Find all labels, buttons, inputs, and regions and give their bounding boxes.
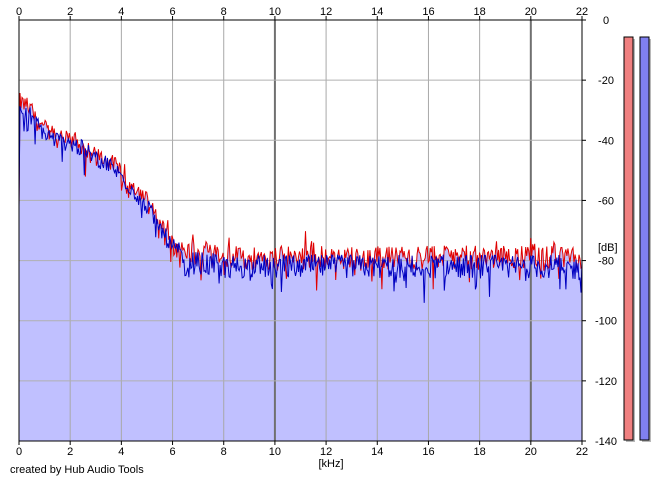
y-tick-label: -20: [598, 75, 614, 87]
level-meters: [623, 36, 651, 442]
x-tick-label-top: 10: [269, 6, 281, 18]
x-tick-label-bottom: 20: [525, 446, 537, 458]
y-axis-label: [dB]: [598, 242, 618, 254]
x-tick-label-top: 14: [371, 6, 383, 18]
spectrum-area-fill: [19, 93, 582, 441]
x-tick-label-top: 6: [169, 6, 175, 18]
y-tick-label: -120: [595, 376, 617, 388]
x-tick-label-top: 12: [320, 6, 332, 18]
y-tick-label: -100: [595, 316, 617, 328]
x-tick-label-top: 16: [422, 6, 434, 18]
x-axis-label: [kHz]: [318, 458, 343, 470]
x-tick-label-bottom: 4: [118, 446, 124, 458]
y-tick-label: -140: [595, 436, 617, 448]
series-layer: [18, 92, 583, 303]
x-tick-label-top: 22: [576, 6, 588, 18]
x-tick-label-bottom: 16: [422, 446, 434, 458]
y-tick-label: -60: [598, 195, 614, 207]
axis-layer: 002244668810101212141416161818202022220-…: [16, 6, 617, 458]
x-tick-label-bottom: 2: [67, 446, 73, 458]
x-tick-label-bottom: 12: [320, 446, 332, 458]
x-tick-label-top: 0: [16, 6, 22, 18]
series-line-2: [18, 106, 583, 303]
credit-text: created by Hub Audio Tools: [10, 464, 144, 476]
series-line-1: [18, 92, 583, 291]
plot-frame: [18, 19, 583, 442]
level-meter-1: [623, 36, 634, 441]
x-tick-label-bottom: 8: [221, 446, 227, 458]
x-tick-label-top: 8: [221, 6, 227, 18]
x-tick-label-bottom: 22: [576, 446, 588, 458]
x-tick-label-bottom: 18: [474, 446, 486, 458]
x-tick-label-top: 4: [118, 6, 124, 18]
area-layer: [19, 93, 582, 441]
x-tick-label-bottom: 0: [16, 446, 22, 458]
x-tick-label-bottom: 6: [169, 446, 175, 458]
x-tick-label-bottom: 14: [371, 446, 383, 458]
y-tick-label: -40: [598, 135, 614, 147]
y-tick-label: -80: [598, 256, 614, 268]
grid-layer: [19, 20, 582, 441]
y-tick-label: 0: [603, 15, 609, 27]
x-tick-label-top: 20: [525, 6, 537, 18]
x-tick-label-top: 18: [474, 6, 486, 18]
level-meter-2: [639, 36, 650, 441]
x-tick-label-top: 2: [67, 6, 73, 18]
x-tick-label-bottom: 10: [269, 446, 281, 458]
